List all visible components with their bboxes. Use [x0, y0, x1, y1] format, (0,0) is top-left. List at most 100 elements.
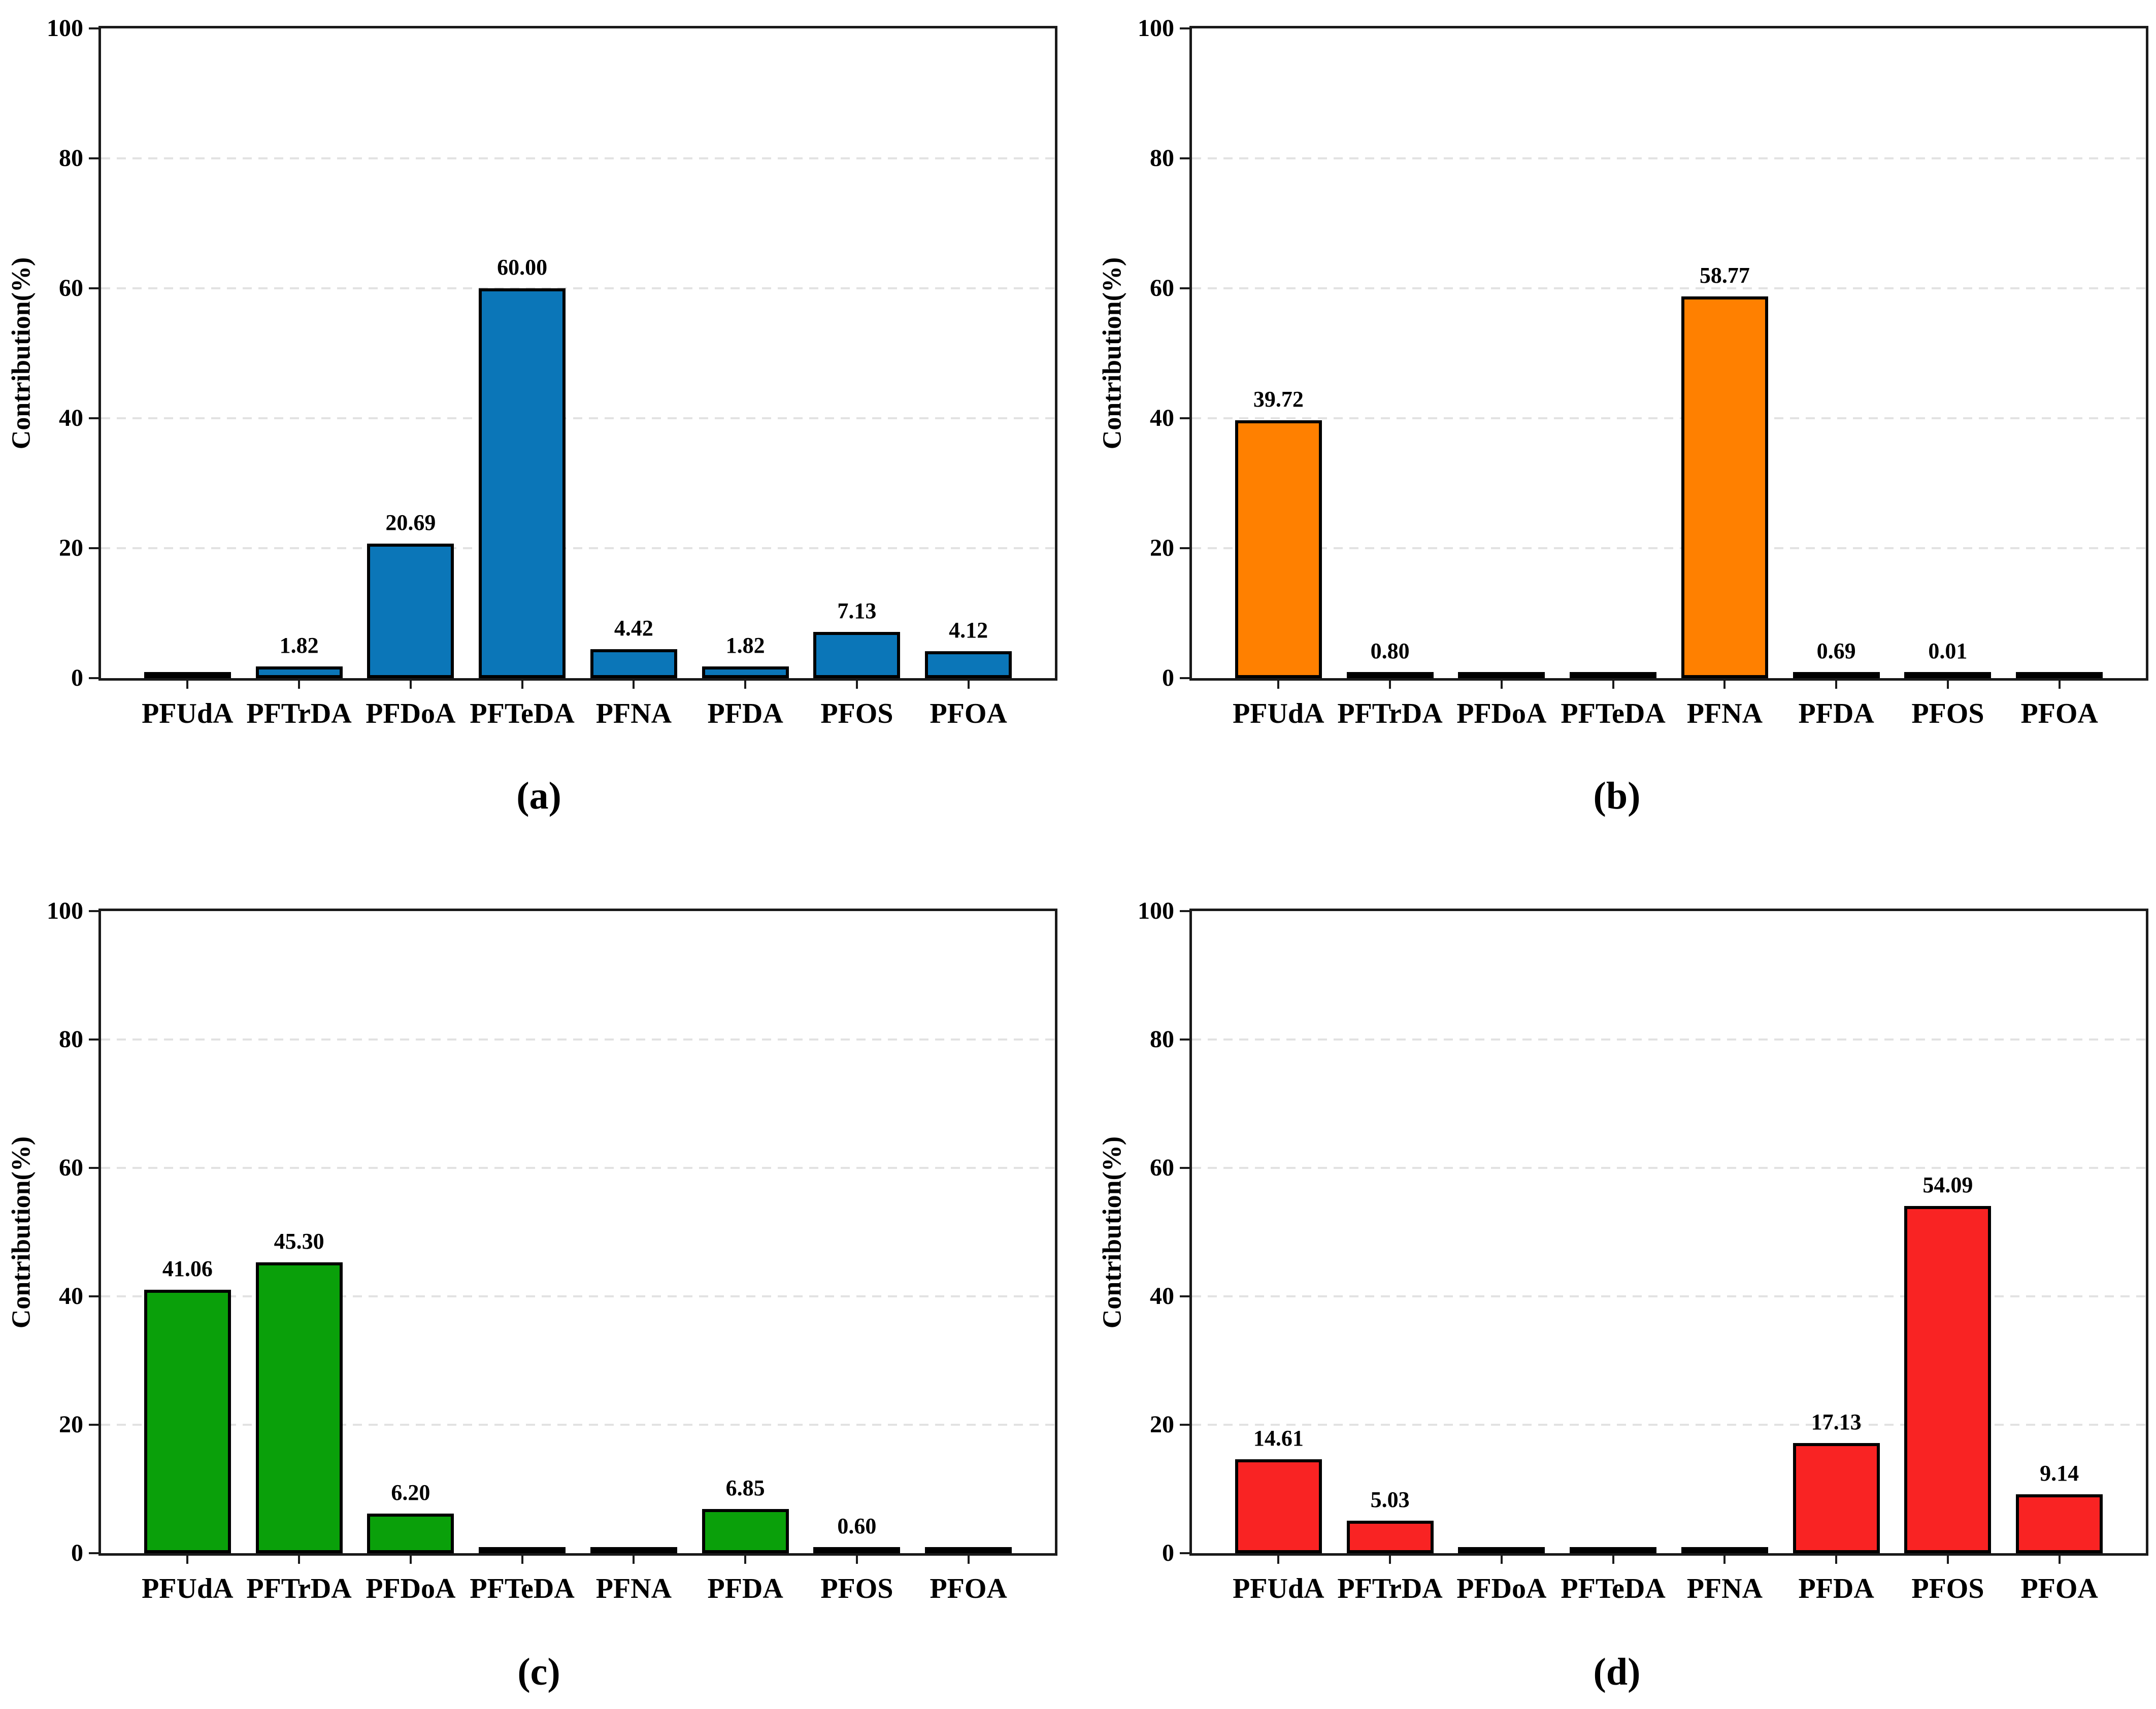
y-tick-label-40: 40 [59, 405, 83, 431]
x-tick-label-PFTrDA: PFTrDA [246, 698, 352, 729]
x-tick-PFDA [744, 678, 747, 689]
bar-PFDoA [1458, 672, 1545, 678]
y-tick-80 [1180, 157, 1189, 159]
gridline-40 [101, 417, 1055, 419]
y-tick-label-20: 20 [1150, 1411, 1174, 1438]
x-tick-label-PFUdA: PFUdA [1233, 1573, 1324, 1604]
y-tick-20 [1180, 547, 1189, 549]
y-tick-40 [89, 1295, 98, 1297]
gridline-60 [1192, 1167, 2146, 1169]
x-tick-label-PFOS: PFOS [1911, 1573, 1984, 1604]
bar-value-label-PFOS: 7.13 [837, 598, 877, 623]
plot-area-b: 0 20 40 60 80 100 39.72 PFUdA 0.80 PFTrDA PFDoA PFT… [1138, 15, 2148, 729]
gridline-80 [1192, 157, 2146, 159]
bar-PFDoA [367, 1513, 454, 1553]
x-tick-PFNA [1723, 678, 1726, 689]
bar-PFUdA [144, 672, 231, 678]
y-tick-100 [89, 910, 98, 912]
bar-PFUdA [144, 1289, 231, 1553]
bar-value-label-PFTrDA: 1.82 [279, 632, 319, 658]
caption-d: (d) [1593, 1651, 1641, 1693]
bar-PFOA [925, 1547, 1012, 1553]
x-tick-label-PFTeDA: PFTeDA [470, 698, 575, 729]
x-tick-label-PFOA: PFOA [2020, 698, 2098, 729]
x-tick-label-PFDA: PFDA [1798, 698, 1874, 729]
x-tick-label-PFUdA: PFUdA [142, 1573, 234, 1604]
bar-PFDoA [1458, 1547, 1545, 1553]
x-tick-label-PFNA: PFNA [595, 698, 672, 729]
bar-PFDA [702, 1509, 789, 1553]
y-tick-60 [89, 287, 98, 289]
panel-a: Contribution(%) 0 20 40 60 80 100 PFUdA 1.82 PFT… [0, 0, 1078, 854]
panel-d: Contribution(%) 0 20 40 60 80 100 14.61 PFUdA 5.… [1078, 854, 2156, 1709]
bar-PFTeDA [1570, 1547, 1657, 1553]
gridline-20 [1192, 547, 2146, 549]
y-tick-80 [1180, 1038, 1189, 1041]
y-tick-0 [89, 677, 98, 679]
bar-PFUdA [1235, 420, 1322, 678]
y-tick-label-80: 80 [1150, 1026, 1174, 1053]
y-tick-label-100: 100 [47, 897, 83, 924]
bar-PFNA [1681, 296, 1768, 678]
bar-value-label-PFTrDA: 45.30 [274, 1228, 324, 1254]
bar-value-label-PFDA: 1.82 [725, 632, 765, 658]
x-tick-PFDA [744, 1553, 747, 1564]
bar-value-label-PFUdA: 41.06 [162, 1256, 213, 1281]
x-tick-PFOS [855, 1553, 858, 1564]
y-tick-60 [89, 1167, 98, 1169]
x-tick-PFDA [1835, 1553, 1838, 1564]
y-tick-20 [89, 1424, 98, 1426]
y-tick-label-80: 80 [59, 145, 83, 172]
y-tick-60 [1180, 1167, 1189, 1169]
x-tick-label-PFOA: PFOA [2020, 1573, 2098, 1604]
y-tick-60 [1180, 287, 1189, 289]
bar-value-label-PFTrDA: 5.03 [1370, 1487, 1410, 1513]
gridline-80 [101, 1038, 1055, 1041]
y-tick-40 [89, 417, 98, 419]
x-tick-PFNA [633, 678, 635, 689]
bar-value-label-PFOA: 4.12 [949, 618, 988, 643]
y-tick-40 [1180, 1295, 1189, 1297]
y-tick-label-20: 20 [59, 1411, 83, 1438]
x-tick-label-PFUdA: PFUdA [142, 698, 234, 729]
x-tick-label-PFDA: PFDA [707, 698, 783, 729]
x-tick-label-PFTeDA: PFTeDA [1561, 698, 1666, 729]
caption-c: (c) [517, 1651, 560, 1693]
x-tick-PFTeDA [1612, 678, 1614, 689]
y-tick-label-0: 0 [71, 664, 83, 691]
bar-PFDA [1793, 672, 1880, 678]
bar-value-label-PFDA: 0.69 [1816, 639, 1856, 663]
y-tick-label-20: 20 [1150, 534, 1174, 561]
y-tick-label-0: 0 [1162, 1539, 1174, 1566]
y-tick-0 [89, 1552, 98, 1554]
gridline-60 [1192, 287, 2146, 289]
x-tick-PFTeDA [521, 1553, 523, 1564]
x-tick-label-PFTeDA: PFTeDA [1561, 1573, 1666, 1604]
plot-area-d: 0 20 40 60 80 100 14.61 PFUdA 5.03 PFTrDA PFDoA PFT… [1138, 897, 2148, 1604]
bar-PFTeDA [479, 1547, 566, 1553]
gridline-40 [1192, 417, 2146, 419]
bar-value-label-PFNA: 4.42 [614, 616, 653, 641]
y-tick-label-100: 100 [1138, 897, 1174, 924]
bar-value-label-PFDoA: 6.20 [391, 1480, 430, 1505]
x-tick-PFDA [1835, 678, 1838, 689]
x-tick-label-PFNA: PFNA [1686, 698, 1763, 729]
gridline-40 [1192, 1295, 2146, 1297]
y-tick-40 [1180, 417, 1189, 419]
y-tick-0 [1180, 677, 1189, 679]
y-tick-label-80: 80 [59, 1026, 83, 1053]
gridline-20 [1192, 1424, 2146, 1426]
y-tick-0 [1180, 1552, 1189, 1554]
bar-PFOA [2016, 672, 2103, 678]
x-tick-label-PFDoA: PFDoA [366, 698, 456, 729]
bar-value-label-PFNA: 58.77 [1699, 262, 1750, 288]
y-tick-label-60: 60 [59, 1154, 83, 1181]
x-tick-PFNA [633, 1553, 635, 1564]
caption-a: (a) [516, 775, 561, 817]
x-tick-PFDoA [409, 678, 412, 689]
bar-value-label-PFTeDA: 60.00 [497, 255, 548, 280]
bar-PFDoA [367, 544, 454, 678]
y-tick-label-0: 0 [71, 1539, 83, 1566]
bar-PFUdA [1235, 1459, 1322, 1553]
x-tick-PFTrDA [1389, 1553, 1391, 1564]
